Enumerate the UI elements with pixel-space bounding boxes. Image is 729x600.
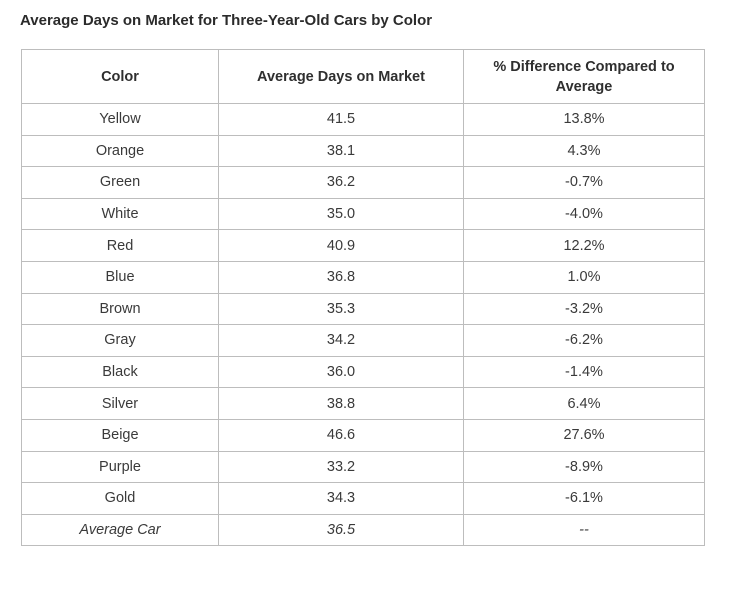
table-row: Blue 36.8 1.0% <box>21 260 705 294</box>
table-row: Gold 34.3 -6.1% <box>21 482 705 515</box>
cell-days: 41.5 <box>218 103 464 136</box>
cell-color: Blue <box>21 260 219 294</box>
cell-days: 36.2 <box>218 166 464 199</box>
cell-color: Orange <box>21 134 219 168</box>
cell-days: 38.8 <box>218 387 464 420</box>
cell-diff: -4.0% <box>463 197 705 231</box>
cell-days: 35.0 <box>218 197 464 231</box>
cell-diff: 13.8% <box>463 103 705 136</box>
cell-diff: 12.2% <box>463 229 705 262</box>
table-row: Red 40.9 12.2% <box>21 229 705 262</box>
table-row: Silver 38.8 6.4% <box>21 387 705 420</box>
cell-days: 34.2 <box>218 324 464 357</box>
table-row: Brown 35.3 -3.2% <box>21 292 705 326</box>
table-row: Purple 33.2 -8.9% <box>21 450 705 484</box>
cell-diff: -3.2% <box>463 292 705 326</box>
cell-diff: 27.6% <box>463 418 705 452</box>
cell-color: Beige <box>21 418 219 452</box>
table-row: Beige 46.6 27.6% <box>21 418 705 452</box>
cell-diff: -6.1% <box>463 482 705 515</box>
table-row: White 35.0 -4.0% <box>21 197 705 231</box>
average-row: Average Car 36.5 -- <box>21 513 705 547</box>
cell-color: Green <box>21 166 219 199</box>
cell-diff: -0.7% <box>463 166 705 199</box>
cell-color: Red <box>21 229 219 262</box>
cell-days: 40.9 <box>218 229 464 262</box>
cell-color: Gray <box>21 324 219 357</box>
header-color: Color <box>21 49 219 104</box>
cell-color: White <box>21 197 219 231</box>
cell-color: Brown <box>21 292 219 326</box>
cell-color: Black <box>21 355 219 389</box>
table-row: Gray 34.2 -6.2% <box>21 324 705 357</box>
cell-days: 36.8 <box>218 260 464 294</box>
cell-diff: -6.2% <box>463 324 705 357</box>
header-average-days: Average Days on Market <box>218 49 464 104</box>
cell-days: 33.2 <box>218 450 464 484</box>
average-days-cell: 36.5 <box>218 513 464 547</box>
cell-diff: 4.3% <box>463 134 705 168</box>
table-header: Color Average Days on Market % Differenc… <box>21 49 705 104</box>
table-body: Yellow 41.5 13.8% Orange 38.1 4.3% Green… <box>21 103 705 547</box>
cell-days: 34.3 <box>218 482 464 515</box>
table-row: Black 36.0 -1.4% <box>21 355 705 389</box>
table-row: Orange 38.1 4.3% <box>21 134 705 168</box>
cell-color: Purple <box>21 450 219 484</box>
cell-diff: -8.9% <box>463 450 705 484</box>
header-percent-difference: % Difference Compared to Average <box>463 49 705 104</box>
cell-days: 46.6 <box>218 418 464 452</box>
average-diff-cell: -- <box>463 513 705 547</box>
cell-diff: -1.4% <box>463 355 705 389</box>
cell-color: Yellow <box>21 103 219 136</box>
days-on-market-table: Color Average Days on Market % Differenc… <box>21 49 705 547</box>
cell-diff: 1.0% <box>463 260 705 294</box>
cell-diff: 6.4% <box>463 387 705 420</box>
cell-days: 35.3 <box>218 292 464 326</box>
table-row: Yellow 41.5 13.8% <box>21 103 705 136</box>
page-title: Average Days on Market for Three-Year-Ol… <box>20 12 433 29</box>
table-row: Green 36.2 -0.7% <box>21 166 705 199</box>
cell-color: Gold <box>21 482 219 515</box>
header-row: Color Average Days on Market % Differenc… <box>21 49 705 104</box>
cell-days: 38.1 <box>218 134 464 168</box>
average-color-cell: Average Car <box>21 513 219 547</box>
cell-color: Silver <box>21 387 219 420</box>
cell-days: 36.0 <box>218 355 464 389</box>
